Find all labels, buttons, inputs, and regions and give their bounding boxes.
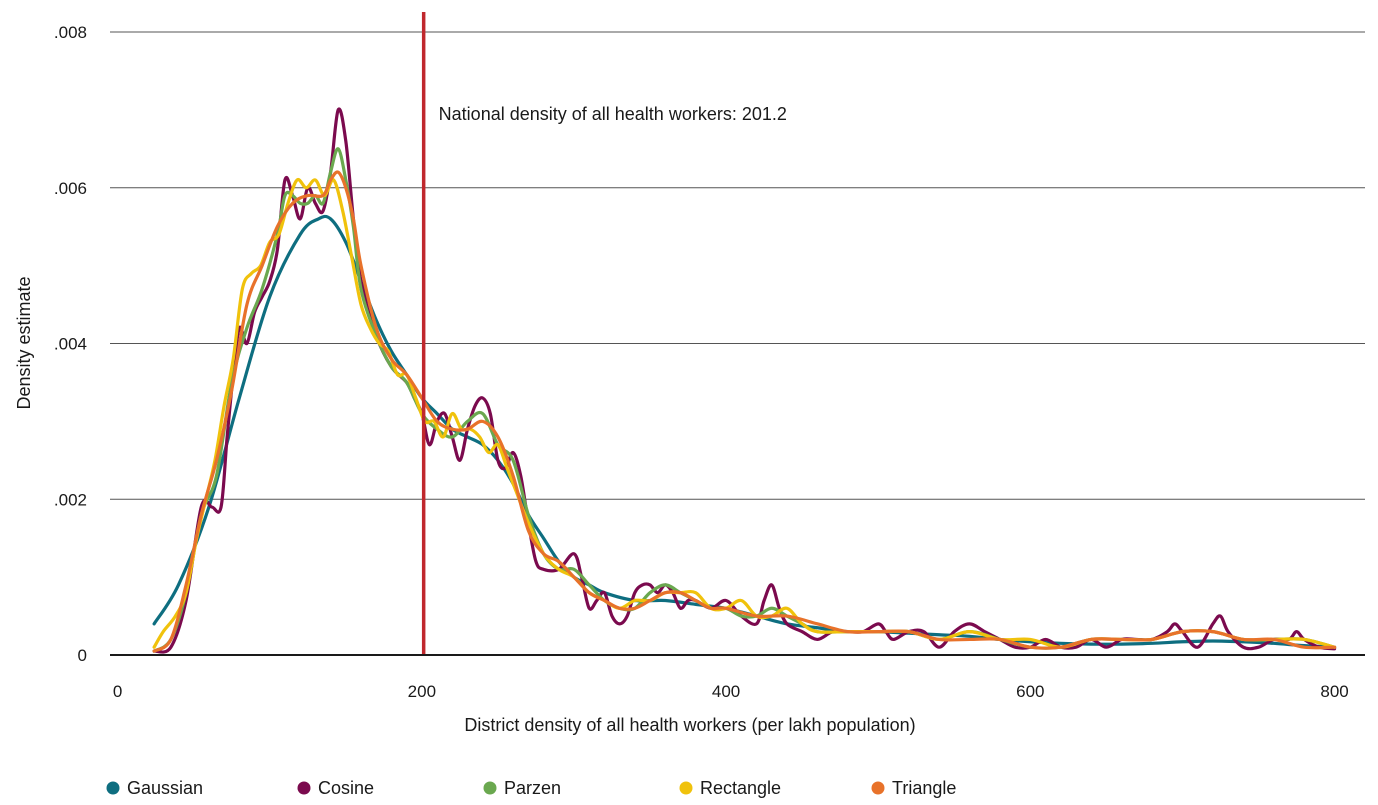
series-lines: [152, 107, 1337, 654]
x-tick-label: 400: [712, 682, 740, 701]
legend-label-triangle: Triangle: [892, 778, 956, 798]
x-tick-label: 800: [1320, 682, 1348, 701]
y-tick-label: 0: [78, 646, 87, 665]
national-density-annotation: National density of all health workers: …: [439, 104, 787, 124]
y-axis-title: Density estimate: [14, 276, 34, 409]
gridlines: [110, 31, 1365, 500]
y-tick-label: .008: [54, 23, 87, 42]
x-axis-title: District density of all health workers (…: [464, 715, 915, 735]
series-line-gaussian: [152, 214, 1337, 649]
series-line-parzen: [152, 147, 1337, 653]
series-line-triangle: [152, 170, 1337, 653]
y-axis-ticks: 0 .002 .004 .006 .008: [54, 23, 87, 665]
x-tick-label: 600: [1016, 682, 1044, 701]
x-tick-label: 0: [113, 682, 122, 701]
y-tick-label: .002: [54, 490, 87, 509]
legend-marker-parzen: [483, 781, 497, 795]
legend-label-parzen: Parzen: [504, 778, 561, 798]
legend-marker-triangle: [871, 781, 885, 795]
legend-marker-cosine: [297, 781, 311, 795]
series-line-rectangle: [152, 177, 1337, 649]
x-tick-label: 200: [408, 682, 436, 701]
x-axis-ticks: 0 200 400 600 800: [113, 682, 1349, 701]
legend-marker-rectangle: [679, 781, 693, 795]
y-tick-label: .006: [54, 179, 87, 198]
series-line-cosine: [152, 107, 1337, 654]
y-tick-label: .004: [54, 335, 87, 354]
legend-marker-gaussian: [106, 781, 120, 795]
legend-label-rectangle: Rectangle: [700, 778, 781, 798]
reference-line-group: National density of all health workers: …: [421, 12, 787, 655]
legend-label-cosine: Cosine: [318, 778, 374, 798]
legend: Gaussian Cosine Parzen Rectangle Triangle: [106, 778, 956, 798]
legend-label-gaussian: Gaussian: [127, 778, 203, 798]
